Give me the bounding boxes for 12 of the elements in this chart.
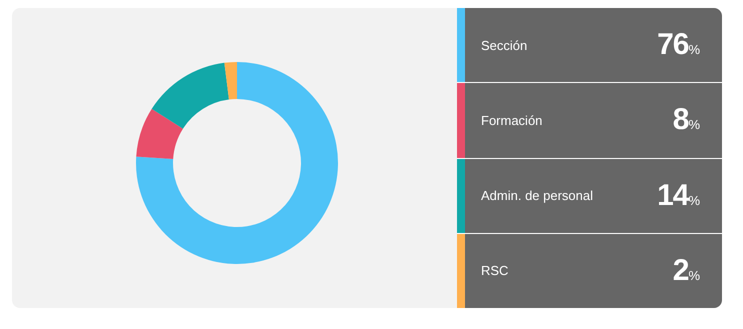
legend-label: Admin. de personal bbox=[481, 188, 594, 204]
data-label: 76% bbox=[657, 28, 700, 62]
legend-label: Formación bbox=[481, 112, 542, 128]
data-label: 14% bbox=[657, 178, 700, 213]
donut-slice bbox=[136, 108, 183, 159]
data-label: 2% bbox=[672, 254, 700, 288]
legend-label: RSC bbox=[481, 263, 508, 278]
donut-slice bbox=[224, 62, 237, 100]
donut-slice bbox=[136, 62, 338, 264]
donut-slice bbox=[152, 62, 229, 129]
data-label: 8% bbox=[672, 103, 700, 138]
legend-label: Sección bbox=[481, 38, 528, 53]
